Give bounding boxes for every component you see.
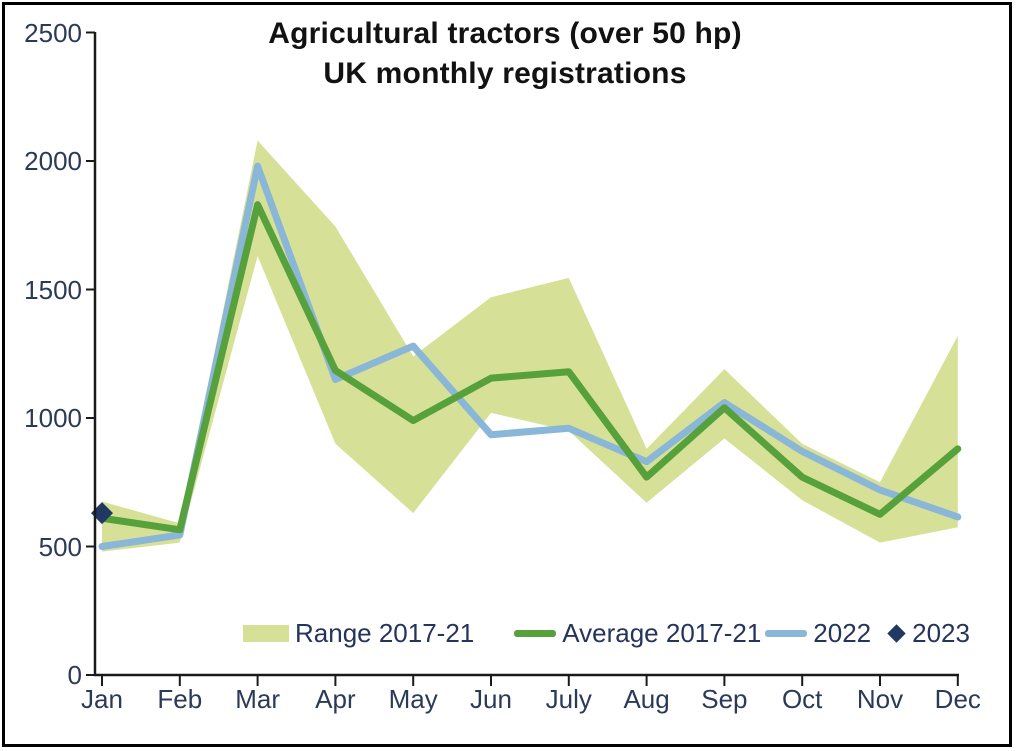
chart-title-line2: UK monthly registrations — [323, 57, 687, 90]
x-axis-month-label-mar: Mar — [235, 684, 280, 714]
x-axis-month-label-jan: Jan — [81, 684, 123, 714]
x-axis-month-label-may: May — [388, 684, 438, 714]
chart-legend: Range 2017-21 Average 2017-21 2022 2023 — [243, 617, 970, 649]
chart-title: Agricultural tractors (over 50 hp) UK mo… — [0, 14, 1010, 94]
legend-label: 2022 — [813, 618, 872, 648]
legend-item-average-2017-21: Average 2017-21 — [514, 617, 761, 649]
point-2023-diamond — [91, 502, 113, 525]
x-axis-month-label-sep: Sep — [701, 684, 748, 714]
2022-line — [98, 162, 962, 550]
y-axis-tick-label: 500 — [38, 531, 82, 562]
chart-title-line1: Agricultural tractors (over 50 hp) — [268, 17, 742, 50]
legend-label: Average 2017-21 — [562, 618, 762, 648]
legend-label: 2023 — [912, 618, 970, 648]
range-band-area — [102, 140, 958, 552]
legend-item-2022: 2022 — [765, 617, 871, 649]
x-axis-month-label-apr: Apr — [315, 684, 356, 714]
legend-swatch-line-blue — [765, 629, 808, 637]
y-axis-tick-label: 1500 — [24, 274, 82, 305]
y-axis-tick-label: 0 — [67, 660, 82, 690]
legend-label: Range 2017-21 — [295, 618, 475, 648]
x-axis-month-label-feb: Feb — [157, 684, 203, 714]
legend-swatch-band — [243, 624, 289, 642]
x-axis-month-label-aug: Aug — [623, 684, 670, 714]
x-axis-month-label-nov: Nov — [856, 684, 904, 714]
x-axis-month-label-oct: Oct — [781, 684, 823, 714]
x-axis-month-label-july: July — [545, 684, 592, 714]
y-axis-tick-label: 1000 — [24, 403, 82, 433]
y-axis-tick-label: 2000 — [24, 146, 82, 176]
y-axis-tick-label: 2500 — [24, 17, 82, 48]
legend-item-range-2017-21: Range 2017-21 — [243, 617, 474, 649]
average-2017-21-line — [98, 201, 962, 534]
x-axis-month-label-dec: Dec — [934, 684, 981, 714]
legend-swatch-diamond — [887, 623, 906, 643]
legend-item-2023: 2023 — [887, 617, 970, 649]
legend-swatch-line-green — [514, 629, 557, 637]
x-axis-month-label-jun: Jun — [470, 684, 512, 714]
